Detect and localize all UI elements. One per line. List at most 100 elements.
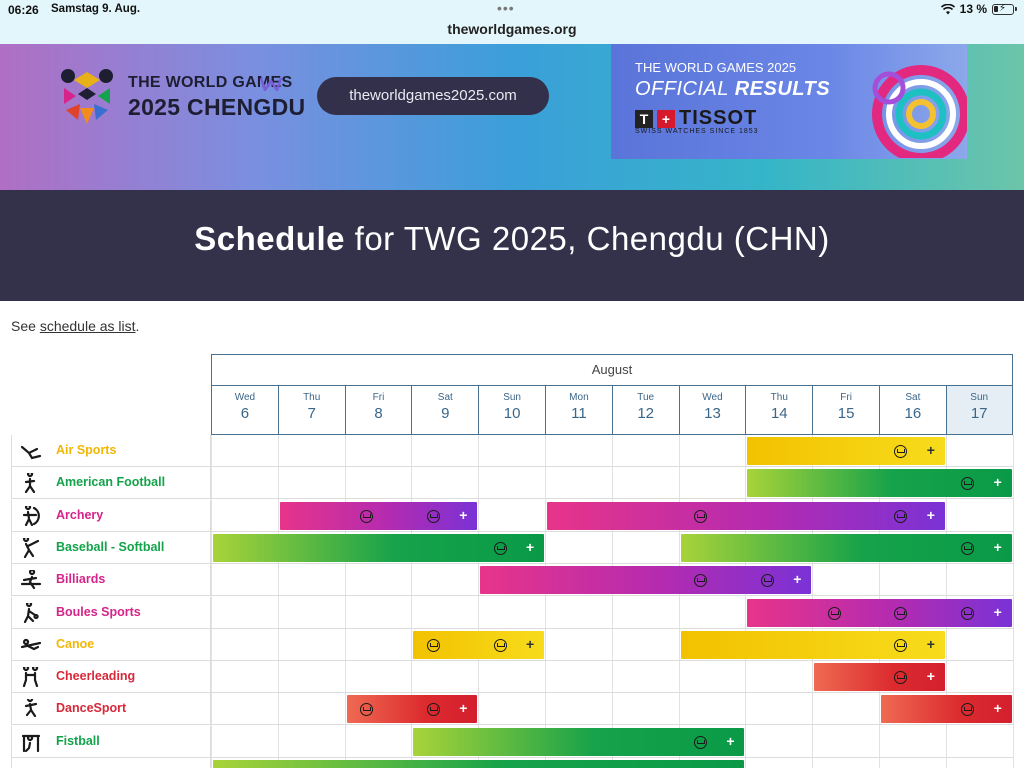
- world-games-logo-icon[interactable]: [56, 66, 118, 128]
- event-bar[interactable]: +: [413, 630, 544, 659]
- day-header-13: Wed 13: [678, 386, 746, 435]
- tissot-brand: TISSOT: [679, 107, 758, 129]
- medal-icon: [894, 638, 908, 652]
- sport-name[interactable]: Boules Sports: [56, 604, 141, 619]
- day-header-9: Sat 9: [411, 386, 479, 435]
- medal-icon: [359, 703, 373, 717]
- canoe-icon: [20, 638, 42, 651]
- event-bar[interactable]: +: [747, 598, 1012, 627]
- logo-title-line2: 2025 CHENGDU: [128, 94, 306, 120]
- event-bar[interactable]: +: [213, 760, 745, 768]
- day-number: 14: [770, 405, 788, 422]
- event-bar[interactable]: +: [547, 501, 945, 530]
- sport-label-cell[interactable]: Cheerleading: [11, 661, 211, 694]
- sport-name[interactable]: Billiards: [56, 572, 106, 587]
- schedule-row: Canoe + +: [11, 628, 1013, 661]
- schedule-row: American Football +: [11, 467, 1013, 500]
- sport-label-cell[interactable]: Canoe: [11, 628, 211, 661]
- more-dots-icon[interactable]: •••: [497, 0, 515, 16]
- site-link-button[interactable]: theworldgames2025.com: [317, 77, 549, 115]
- event-bar[interactable]: +: [881, 695, 1012, 724]
- sport-label-cell[interactable]: Archery: [11, 499, 211, 532]
- event-bar[interactable]: +: [346, 695, 478, 724]
- day-header-16: Sat 16: [879, 386, 946, 435]
- american-football-icon: [24, 473, 36, 494]
- medal-icon: [694, 509, 707, 523]
- grid-line: [344, 435, 346, 768]
- day-header-10: Sun 10: [478, 386, 545, 435]
- expand-plus-icon[interactable]: +: [926, 506, 935, 523]
- day-number: 16: [904, 405, 922, 422]
- sport-name[interactable]: Archery: [56, 507, 104, 522]
- sport-name[interactable]: DanceSport: [56, 701, 127, 716]
- address-bar[interactable]: theworldgames.org: [447, 21, 577, 37]
- medal-icon: [493, 638, 507, 652]
- logo-w-icon: [260, 77, 282, 91]
- medal-icon: [894, 606, 908, 620]
- day-of-week: Thu: [303, 392, 321, 403]
- sport-name[interactable]: Baseball - Softball: [56, 539, 165, 554]
- event-bar[interactable]: +: [213, 533, 544, 562]
- event-bar[interactable]: +: [814, 663, 945, 692]
- archery-icon: [22, 505, 40, 526]
- expand-plus-icon[interactable]: +: [993, 538, 1002, 555]
- sport-label-cell[interactable]: Air Sports: [11, 435, 211, 467]
- expand-plus-icon[interactable]: +: [926, 442, 935, 458]
- event-bar[interactable]: +: [279, 501, 478, 530]
- day-of-week: Wed: [702, 392, 723, 403]
- expand-plus-icon[interactable]: +: [926, 668, 935, 685]
- event-bar[interactable]: +: [480, 566, 812, 595]
- official-results-ad[interactable]: THE WORLD GAMES 2025 OFFICIAL RESULTS T …: [611, 44, 967, 159]
- expand-plus-icon[interactable]: +: [525, 635, 535, 652]
- sport-label-cell[interactable]: DanceSport: [11, 693, 211, 726]
- event-bar[interactable]: +: [680, 630, 945, 659]
- event-bar[interactable]: +: [680, 533, 1012, 562]
- sport-label-cell[interactable]: [11, 758, 211, 768]
- day-number: 6: [240, 405, 250, 422]
- expand-plus-icon[interactable]: +: [459, 700, 468, 717]
- event-bar[interactable]: +: [747, 469, 1012, 498]
- expand-plus-icon[interactable]: +: [993, 700, 1002, 717]
- status-bar: 06:26 Samstag 9. Aug. ••• theworldgames.…: [0, 0, 1024, 44]
- sport-label-cell[interactable]: Fistball: [11, 725, 211, 758]
- schedule-as-list-link[interactable]: schedule as list: [39, 318, 136, 334]
- sport-label-cell[interactable]: Baseball - Softball: [11, 531, 211, 564]
- day-of-week: Sun: [970, 392, 989, 403]
- sport-label-cell[interactable]: American Football: [11, 467, 211, 500]
- wifi-icon: [940, 3, 955, 14]
- header-banner: THE WORLD GAMES 2025 CHENGDU theworldgam…: [0, 44, 1024, 190]
- day-header-17: Sun 17: [945, 386, 1013, 435]
- day-number: 7: [307, 405, 316, 422]
- day-number: 17: [970, 405, 988, 422]
- expand-plus-icon[interactable]: +: [993, 603, 1002, 620]
- status-indicators: 13 % ⚡: [940, 2, 1017, 16]
- grid-line: [611, 435, 613, 768]
- sport-label-cell[interactable]: Boules Sports: [11, 596, 211, 629]
- expand-plus-icon[interactable]: +: [793, 571, 802, 588]
- expand-plus-icon[interactable]: +: [926, 635, 935, 652]
- swirl-graphic-icon: [872, 65, 967, 158]
- medal-icon: [426, 509, 440, 523]
- expand-plus-icon[interactable]: +: [459, 506, 468, 523]
- day-number: 13: [704, 405, 721, 422]
- schedule-row: DanceSport + +: [11, 693, 1013, 726]
- sport-name[interactable]: Air Sports: [56, 443, 117, 457]
- expand-plus-icon[interactable]: +: [726, 732, 735, 749]
- day-of-week: Sat: [437, 392, 453, 403]
- sport-name[interactable]: Cheerleading: [56, 669, 136, 684]
- cheerleading-icon: [22, 667, 39, 688]
- medal-icon: [961, 477, 975, 491]
- expand-plus-icon[interactable]: +: [526, 538, 535, 555]
- expand-plus-icon[interactable]: +: [726, 765, 734, 768]
- expand-plus-icon[interactable]: +: [993, 474, 1002, 491]
- sport-name[interactable]: Canoe: [56, 636, 95, 651]
- sport-label-cell[interactable]: Billiards: [11, 564, 211, 597]
- baseball-softball-icon: [22, 537, 40, 558]
- sport-name[interactable]: Fistball: [56, 733, 100, 748]
- event-bar[interactable]: +: [747, 437, 945, 465]
- sport-name[interactable]: American Football: [56, 475, 166, 490]
- battery-percent: 13 %: [959, 2, 987, 16]
- event-bar[interactable]: +: [413, 727, 745, 756]
- day-number: 10: [503, 405, 521, 422]
- day-of-week: Fri: [372, 392, 385, 403]
